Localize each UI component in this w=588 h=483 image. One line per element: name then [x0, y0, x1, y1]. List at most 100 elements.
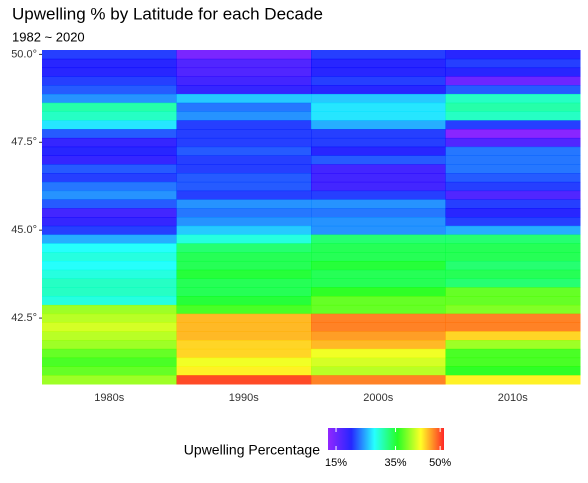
heat-tile [311, 304, 446, 315]
colorbar-tick-label: 15% [325, 457, 347, 469]
heat-tile [42, 340, 177, 350]
heat-tile [311, 93, 446, 104]
x-tick-label: 2010s [498, 392, 528, 404]
heat-tile [176, 93, 312, 104]
heat-tile [311, 50, 446, 60]
heat-tile [445, 331, 581, 341]
heat-tile [42, 199, 177, 209]
heat-tile [176, 146, 312, 156]
heat-tile [42, 357, 177, 367]
heat-tile [311, 173, 446, 183]
heat-tile [311, 111, 446, 121]
heat-tile [42, 173, 177, 183]
heat-tile [445, 190, 581, 200]
heat-tile [445, 252, 581, 262]
colorbar [328, 428, 444, 450]
heat-tile [176, 331, 312, 341]
x-tick-label: 1990s [229, 392, 259, 404]
heat-tile [176, 58, 312, 69]
heat-tile [445, 322, 581, 332]
x-tick-label: 2000s [363, 392, 393, 404]
heat-tile [176, 190, 312, 200]
heat-tile [42, 278, 177, 288]
heat-tile [42, 313, 177, 323]
heat-tile [42, 217, 177, 227]
heat-tile [445, 173, 581, 183]
colorbar-tick-label: 35% [385, 457, 407, 469]
heat-tile [176, 50, 312, 60]
heat-tile [42, 85, 177, 95]
heat-tile [311, 137, 446, 148]
heat-tile [42, 375, 177, 385]
chart-title: Upwelling % by Latitude for each Decade [12, 4, 323, 23]
heat-tile [311, 102, 446, 113]
heat-tile [176, 225, 312, 236]
heat-tile [176, 287, 312, 297]
heat-tile [42, 287, 177, 297]
heat-tile [311, 225, 446, 236]
heat-tile [176, 322, 312, 332]
heat-tile [445, 208, 581, 218]
heat-tile [42, 137, 177, 148]
heat-tile [42, 102, 177, 113]
heat-tile [311, 155, 446, 165]
heat-tile [176, 269, 312, 280]
heat-tile [42, 234, 177, 244]
heat-tile [42, 76, 177, 86]
heat-tile [445, 357, 581, 367]
heat-tile [445, 234, 581, 244]
heat-tile [445, 58, 581, 69]
heat-tile [176, 85, 312, 95]
heat-tile [311, 243, 446, 253]
heat-tile [42, 155, 177, 165]
heat-tile [311, 260, 446, 271]
heat-tile [445, 76, 581, 86]
heat-tile [445, 102, 581, 113]
heat-tile [445, 366, 581, 376]
heat-tile [311, 76, 446, 86]
heat-tile [176, 120, 312, 130]
heat-tile [445, 181, 581, 192]
heat-tile [445, 155, 581, 165]
heat-tile [42, 331, 177, 341]
heat-tile [445, 225, 581, 236]
heat-tile [445, 348, 581, 359]
heat-tile [42, 366, 177, 376]
heat-tile [445, 129, 581, 139]
heat-tile [42, 190, 177, 200]
heat-tile [176, 199, 312, 209]
heat-tile [311, 181, 446, 192]
colorbar-tick-label: 50% [429, 457, 451, 469]
heat-tile [445, 243, 581, 253]
heat-tile [311, 348, 446, 359]
heat-tile [445, 120, 581, 130]
heat-tile [42, 208, 177, 218]
heat-tile [176, 155, 312, 165]
heat-tile [311, 67, 446, 77]
heat-tile [176, 313, 312, 323]
heat-tile [176, 76, 312, 86]
heat-tile [176, 181, 312, 192]
heat-tile [176, 340, 312, 350]
heat-tile [176, 366, 312, 376]
y-tick-label: 42.5° [11, 312, 37, 324]
heat-tile [311, 296, 446, 306]
heat-tile [42, 111, 177, 121]
heat-tile [311, 85, 446, 95]
heat-tile [311, 199, 446, 209]
heat-tile [176, 164, 312, 174]
heat-tile [42, 93, 177, 104]
heat-tile [176, 102, 312, 113]
heat-tile [176, 278, 312, 288]
heat-tile [176, 243, 312, 253]
heat-tile [176, 67, 312, 77]
heat-tile [42, 67, 177, 77]
heat-tile [176, 304, 312, 315]
heat-tile [42, 58, 177, 69]
heat-tile [445, 217, 581, 227]
heat-tile [445, 93, 581, 104]
heat-tile [311, 129, 446, 139]
heat-tile [311, 331, 446, 341]
heat-tile [176, 375, 312, 385]
